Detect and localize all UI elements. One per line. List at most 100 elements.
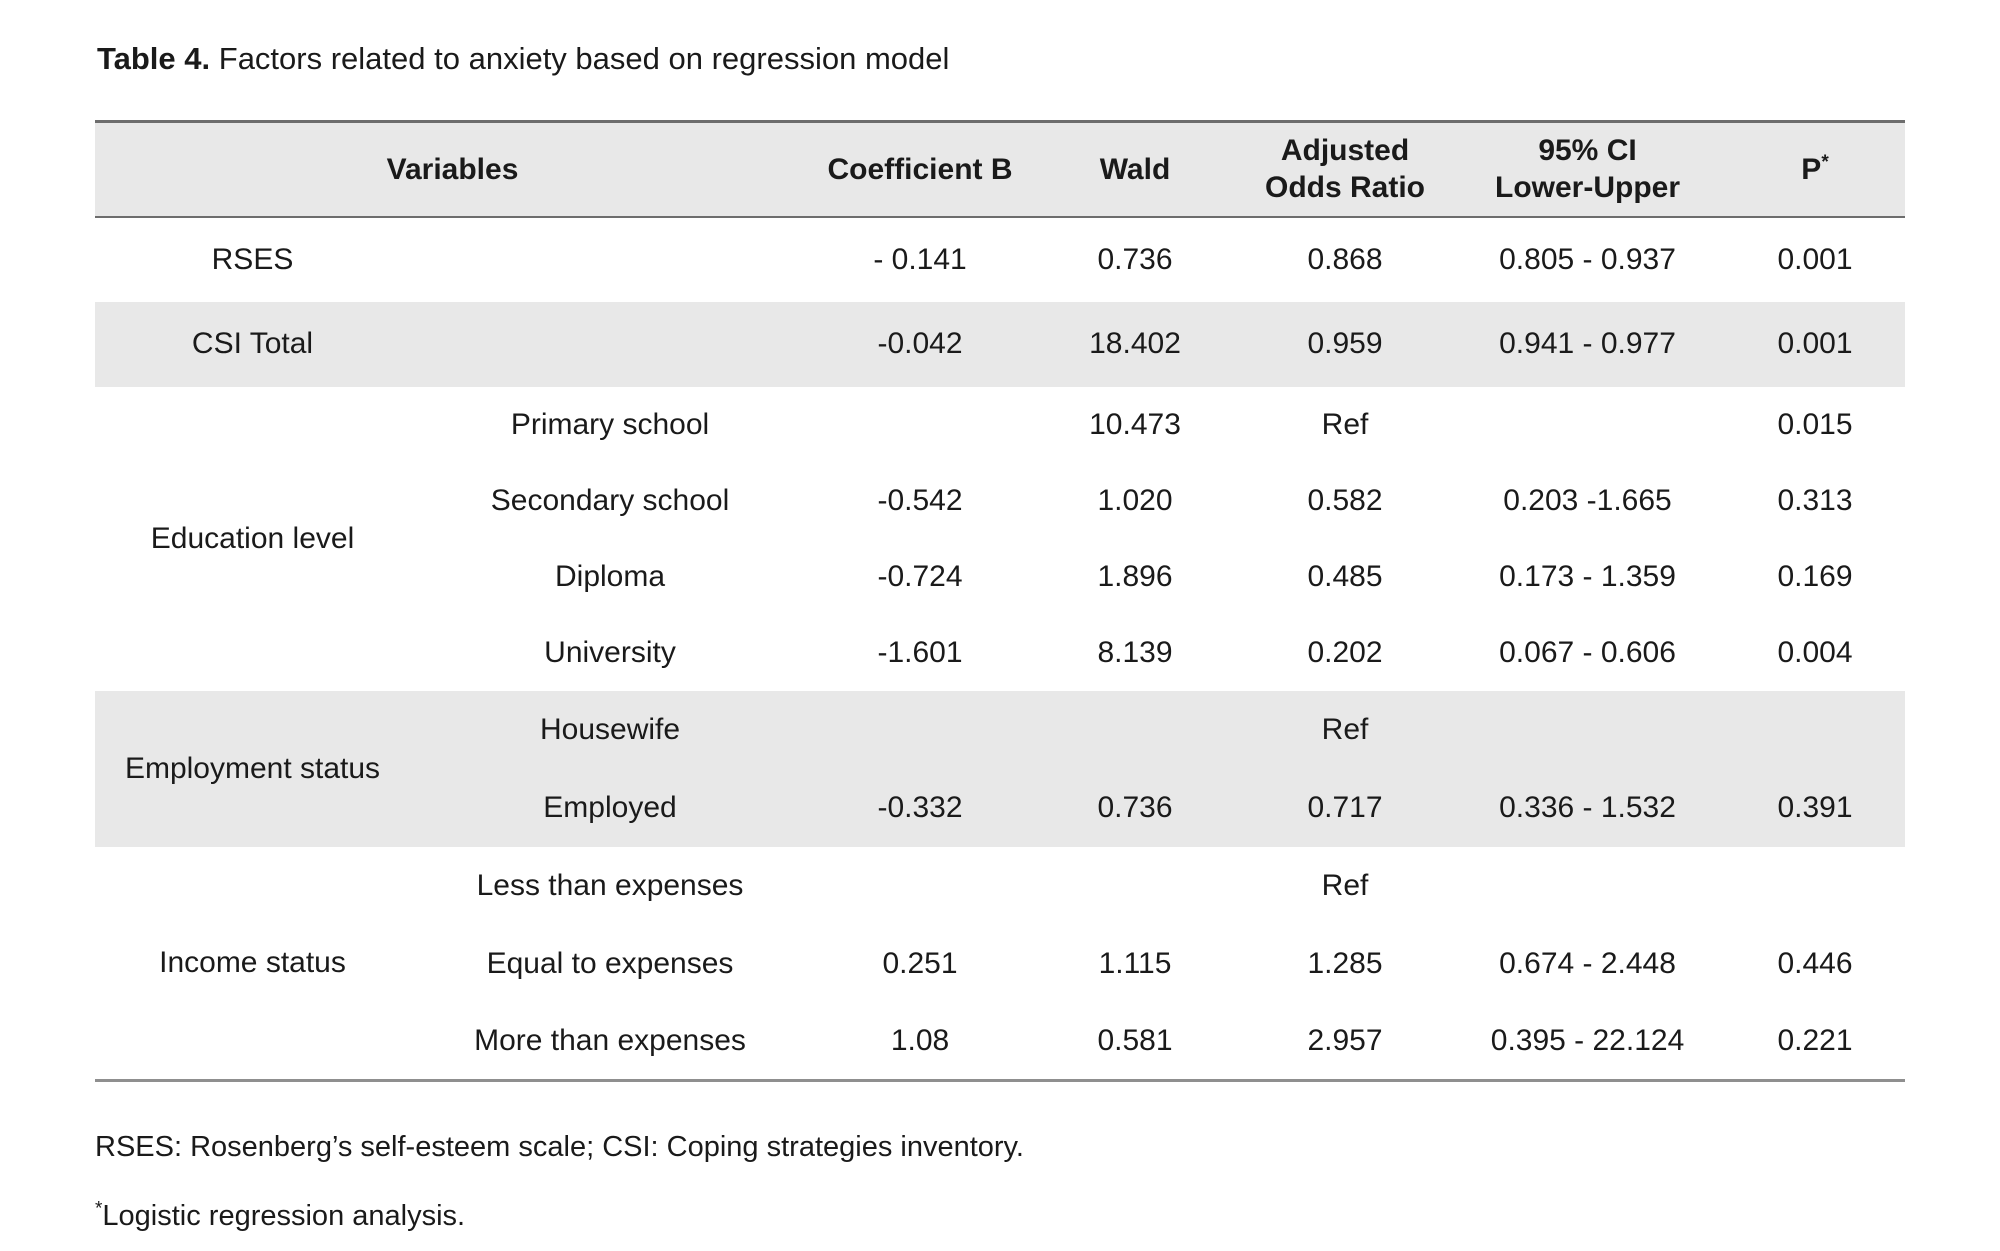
row-education-university: University -1.601 8.139 0.202 0.067 - 0.… (95, 615, 1905, 691)
col-header-variables: Variables (386, 152, 519, 186)
row-education-diploma: Diploma -0.724 1.896 0.485 0.173 - 1.359… (95, 539, 1905, 615)
cell-education-primary-sub: Primary school (510, 407, 710, 441)
cell-rses-ci: 0.805 - 0.937 (1499, 242, 1676, 276)
cell-employment-category: Employment status (124, 751, 381, 785)
col-header-p-letter: P (1801, 152, 1822, 186)
regression-table: Variables Coefficient B Wald Adjusted Od… (95, 120, 1906, 1082)
cell-income-equal-wald: 1.115 (1098, 946, 1172, 980)
cell-income-more-p: 0.221 (1777, 1023, 1853, 1057)
cell-income-less-p (1725, 847, 1905, 925)
cell-employment-employed-aor: 0.717 (1307, 790, 1383, 824)
header-row: Variables Coefficient B Wald Adjusted Od… (95, 121, 1906, 217)
footnote-abbreviations: RSES: Rosenberg’s self-esteem scale; CSI… (95, 1131, 1024, 1163)
cell-income-equal-sub: Equal to expenses (486, 946, 734, 980)
col-header-p-asterisk: * (1821, 151, 1829, 173)
cell-education-secondary-coefficient-b: -0.542 (877, 483, 963, 517)
cell-education-diploma-wald: 1.896 (1097, 559, 1173, 593)
cell-education-secondary-sub: Secondary school (490, 483, 730, 517)
cell-employment-employed-coefficient-b: -0.332 (877, 790, 963, 824)
col-header-ci-line2: Lower-Upper (1495, 171, 1681, 205)
cell-education-primary-p: 0.015 (1777, 407, 1853, 441)
col-header-coefficient-b: Coefficient B (827, 152, 1013, 186)
cell-education-primary-ci (1450, 387, 1725, 463)
col-header-aor-line1: Adjusted (1280, 134, 1410, 168)
cell-rses-sub (410, 217, 810, 302)
row-income-less: Income status Less than expenses Ref (95, 847, 1905, 979)
cell-csi-aor: 0.959 (1307, 327, 1383, 360)
row-csi-total: CSI Total -0.042 18.402 0.959 0.941 - 0.… (95, 301, 1906, 387)
cell-income-less-wald (1030, 847, 1240, 925)
cell-education-secondary-aor: 0.582 (1307, 483, 1383, 517)
cell-employment-housewife-coefficient-b (810, 691, 1030, 769)
footnote-logistic: *Logistic regression analysis. (95, 1198, 1905, 1234)
cell-income-category: Income status (159, 945, 346, 979)
cell-employment-employed-wald: 0.736 (1097, 790, 1173, 824)
footnotes: RSES: Rosenberg’s self-esteem scale; CSI… (95, 1129, 1905, 1234)
row-rses: RSES - 0.141 0.736 0.868 0.805 - 0.937 0… (95, 217, 1905, 302)
row-education-primary: Education level Primary school 10.473 Re… (95, 387, 1905, 555)
cell-csi-wald: 18.402 (1089, 327, 1181, 360)
cell-rses-aor: 0.868 (1307, 242, 1383, 276)
cell-education-secondary-wald: 1.020 (1097, 483, 1173, 517)
footnote-asterisk: * (95, 1198, 103, 1220)
table-caption: Table 4. Factors related to anxiety base… (97, 40, 1905, 78)
cell-income-less-sub: Less than expenses (476, 868, 744, 902)
cell-education-category: Education level (150, 521, 355, 555)
cell-income-more-ci: 0.395 - 22.124 (1490, 1023, 1685, 1057)
cell-education-university-sub: University (544, 635, 676, 669)
table-caption-label: Table 4. (97, 41, 211, 76)
cell-income-more-aor: 2.957 (1307, 1023, 1383, 1057)
cell-csi-ci: 0.941 - 0.977 (1499, 327, 1676, 360)
cell-employment-housewife-sub: Housewife (539, 712, 681, 746)
cell-employment-housewife-aor: Ref (1321, 712, 1369, 746)
cell-income-more-wald: 0.581 (1097, 1023, 1173, 1057)
col-header-ci: 95% CI Lower-Upper (1450, 122, 1725, 217)
row-education-secondary: Secondary school -0.542 1.020 0.582 0.20… (95, 463, 1905, 539)
cell-rses-coefficient-b: - 0.141 (873, 242, 967, 276)
cell-education-university-p: 0.004 (1777, 635, 1853, 669)
cell-education-primary-aor: Ref (1321, 407, 1369, 441)
row-income-more: More than expenses 1.08 0.581 2.957 0.39… (95, 1003, 1905, 1081)
cell-education-university-ci: 0.067 - 0.606 (1499, 635, 1676, 669)
cell-rses-p: 0.001 (1777, 242, 1853, 276)
cell-income-equal-ci: 0.674 - 2.448 (1499, 946, 1676, 980)
cell-employment-employed-sub: Employed (543, 790, 677, 824)
footnote-logistic-text: Logistic regression analysis. (102, 1200, 466, 1232)
cell-rses-wald: 0.736 (1097, 242, 1173, 276)
cell-education-diploma-sub: Diploma (554, 559, 666, 593)
cell-rses-category: RSES (211, 242, 294, 276)
cell-education-primary-coefficient-b (810, 387, 1030, 463)
cell-employment-employed-ci: 0.336 - 1.532 (1499, 790, 1676, 824)
cell-income-more-coefficient-b: 1.08 (890, 1023, 950, 1057)
cell-income-less-coefficient-b (810, 847, 1030, 925)
cell-education-university-coefficient-b: -1.601 (877, 635, 963, 669)
cell-csi-coefficient-b: -0.042 (877, 327, 963, 360)
cell-education-diploma-p: 0.169 (1777, 559, 1853, 593)
col-header-adjusted-odds-ratio: Adjusted Odds Ratio (1240, 122, 1450, 217)
col-header-p: P* (1725, 122, 1905, 217)
cell-education-diploma-ci: 0.173 - 1.359 (1499, 559, 1676, 593)
cell-income-less-aor: Ref (1321, 868, 1369, 902)
cell-education-university-wald: 8.139 (1097, 635, 1173, 669)
cell-employment-housewife-wald (1030, 691, 1240, 769)
cell-income-equal-coefficient-b: 0.251 (882, 946, 958, 980)
cell-education-secondary-ci: 0.203 -1.665 (1503, 483, 1672, 517)
table-caption-text: Factors related to anxiety based on regr… (210, 41, 950, 76)
cell-employment-housewife-ci (1450, 691, 1725, 769)
cell-education-primary-wald: 10.473 (1089, 407, 1181, 441)
cell-education-diploma-aor: 0.485 (1307, 559, 1383, 593)
col-header-ci-line1: 95% CI (1538, 134, 1637, 168)
row-employment-housewife: Employment status Housewife Ref (95, 690, 1906, 785)
cell-income-equal-aor: 1.285 (1307, 946, 1383, 980)
cell-education-university-aor: 0.202 (1307, 635, 1383, 669)
cell-education-secondary-p: 0.313 (1777, 483, 1853, 517)
row-income-equal: Equal to expenses 0.251 1.115 1.285 0.67… (95, 925, 1905, 1003)
cell-education-diploma-coefficient-b: -0.724 (877, 559, 963, 593)
cell-csi-category: CSI Total (191, 327, 314, 360)
cell-csi-sub (410, 302, 810, 387)
cell-employment-employed-p: 0.391 (1777, 790, 1853, 824)
col-header-wald: Wald (1099, 152, 1171, 186)
cell-income-equal-p: 0.446 (1777, 946, 1853, 980)
cell-income-more-sub: More than expenses (474, 1023, 746, 1057)
